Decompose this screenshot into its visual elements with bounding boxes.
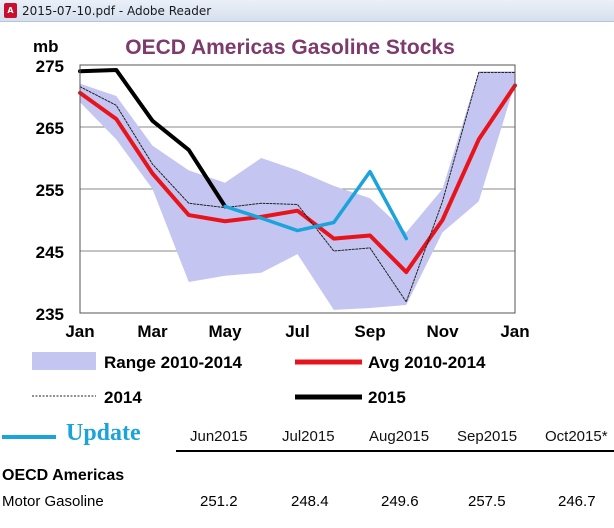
y-tick-label: 265 xyxy=(36,119,64,138)
series-avg-2010-2014-line xyxy=(78,83,517,275)
legend-avg-label: Avg 2010-2014 xyxy=(368,353,486,372)
column-header: Aug2015 xyxy=(369,428,430,445)
range-band xyxy=(80,71,515,310)
update-table: Update Jun2015 Jul2015 Aug2015 Sep2015 O… xyxy=(0,410,614,528)
table-cell: 257.5 xyxy=(468,493,506,510)
window-titlebar: A 2015-07-10.pdf - Adobe Reader xyxy=(0,0,614,22)
x-tick-label: Jul xyxy=(285,322,310,341)
y-tick-label: 275 xyxy=(36,57,64,76)
table-cell: 249.6 xyxy=(381,493,419,510)
y-tick-label: 255 xyxy=(36,181,64,200)
legend-range-swatch xyxy=(32,352,96,370)
column-header: Jul2015 xyxy=(282,428,335,445)
column-header: Sep2015 xyxy=(457,428,518,445)
x-tick-label: Sep xyxy=(354,322,385,341)
update-legend-line xyxy=(2,435,56,439)
x-tick-label: Jan xyxy=(65,322,94,341)
y-axis-label: mb xyxy=(33,37,59,56)
column-header: Jun2015 xyxy=(190,428,248,445)
table-cell: 251.2 xyxy=(200,493,238,510)
column-header: Oct2015* xyxy=(545,428,608,445)
pdf-icon: A xyxy=(4,3,17,18)
x-tick-label: Jan xyxy=(500,322,529,341)
row-label: Motor Gasoline xyxy=(2,493,104,510)
section-label: OECD Americas xyxy=(2,467,125,484)
update-label: Update xyxy=(66,420,141,446)
table-divider xyxy=(176,450,614,452)
window-title: 2015-07-10.pdf - Adobe Reader xyxy=(22,4,212,18)
series-2015-line xyxy=(78,67,227,209)
legend-range-label: Range 2010-2014 xyxy=(104,353,243,372)
x-tick-label: Mar xyxy=(137,322,168,341)
legend-2015-label: 2015 xyxy=(368,388,406,407)
plot-border xyxy=(79,64,516,314)
series-update-line xyxy=(223,169,408,241)
y-tick-label: 245 xyxy=(36,243,64,262)
chart-title: OECD Americas Gasoline Stocks xyxy=(125,36,455,59)
table-cell: 246.7 xyxy=(558,493,596,510)
gasoline-stocks-chart: OECD Americas Gasoline Stocks mb 275 265 2… xyxy=(32,36,530,407)
x-tick-label: Nov xyxy=(426,322,459,341)
y-tick-label: 235 xyxy=(36,305,64,324)
series-2014-line xyxy=(79,71,516,303)
x-tick-label: May xyxy=(208,322,242,341)
table-cell: 248.4 xyxy=(291,493,329,510)
legend-2014-label: 2014 xyxy=(104,388,142,407)
